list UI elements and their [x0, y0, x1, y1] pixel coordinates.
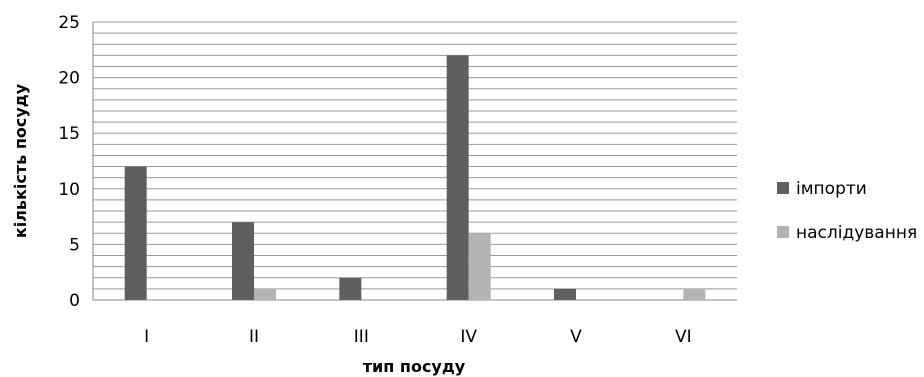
- legend-swatch: [777, 226, 789, 238]
- bars: [124, 55, 706, 300]
- x-tick-label: VI: [675, 327, 692, 347]
- x-axis-title: тип посуду: [363, 357, 466, 376]
- bar-iv-series1: [446, 55, 469, 300]
- x-tick-label: I: [144, 327, 149, 347]
- y-tick-label: 25: [58, 13, 80, 33]
- bar-ii-series1: [232, 222, 254, 300]
- bar-vi-series2: [683, 288, 706, 300]
- legend-label: імпорти: [796, 179, 867, 199]
- y-axis-ticks: 0 5 10 15 20 25: [58, 13, 80, 311]
- gridlines: [92, 21, 737, 301]
- x-tick-label: V: [570, 327, 582, 347]
- y-tick-label: 5: [69, 235, 80, 255]
- y-tick-label: 10: [58, 180, 80, 200]
- y-axis-title: кількість посуду: [11, 83, 30, 238]
- bar-iii-series1: [339, 277, 362, 300]
- x-tick-label: III: [354, 327, 369, 347]
- legend-label: наслідування: [796, 223, 917, 243]
- bar-ii-series2: [254, 288, 276, 300]
- y-tick-label: 15: [58, 124, 80, 144]
- bar-i-series1: [124, 166, 147, 300]
- legend-swatch: [777, 182, 789, 194]
- bar-iv-series2: [468, 233, 491, 300]
- x-tick-label: II: [249, 327, 259, 347]
- x-tick-label: IV: [460, 327, 477, 347]
- y-tick-label: 0: [69, 291, 80, 311]
- x-axis-ticks: I II III IV V VI: [144, 327, 692, 347]
- y-tick-label: 20: [58, 69, 80, 89]
- bar-v-series1: [554, 288, 576, 300]
- legend: імпорти наслідування: [777, 179, 917, 243]
